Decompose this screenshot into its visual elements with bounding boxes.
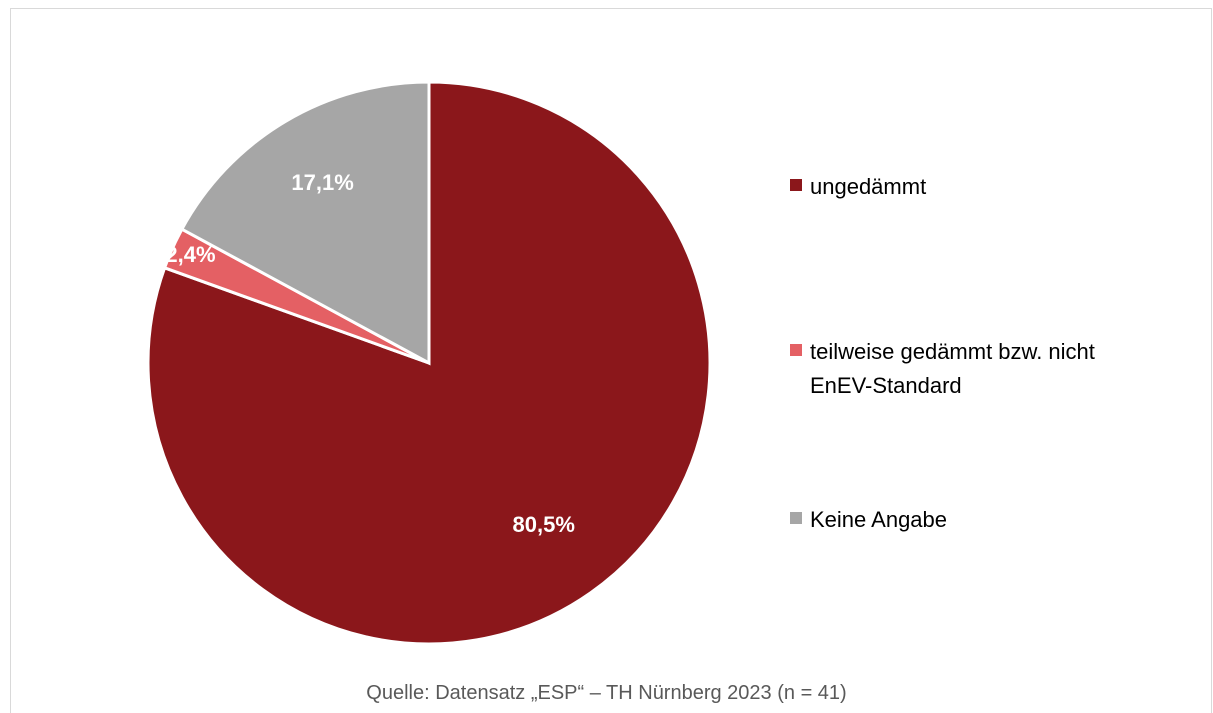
legend-label-line-1: teilweise gedämmt bzw. nicht [810,339,1095,364]
legend-swatch-teilweise-gedaemmt [790,344,802,356]
legend-item-ungedaemmt: ungedämmt [790,170,1210,204]
pie-slice-ungedaemmt [146,80,712,646]
legend-label-line-2: EnEV-Standard [810,373,962,398]
legend-item-teilweise-gedaemmt: teilweise gedämmt bzw. nicht EnEV-Standar… [790,335,1210,403]
chart-source-note: Quelle: Datensatz „ESP“ – TH Nürnberg 20… [366,682,847,704]
data-label-ungedaemmt: 80,5% [513,512,575,537]
legend-swatch-keine-angabe [790,512,802,524]
data-label-keine-angabe: 17,1% [291,170,353,195]
legend-item-keine-angabe: Keine Angabe [790,503,1210,537]
legend-label-keine-angabe: Keine Angabe [810,507,948,532]
legend-label-ungedaemmt: ungedämmt [810,174,927,199]
data-label-teilweise-gedaemmt: 2,4% [165,242,215,267]
legend-label-teilweise-gedaemmt-text: teilweise gedämmt bzw. nicht EnEV-Standar… [810,335,1210,403]
legend-label-teilweise-gedaemmt: teilweise gedämmt bzw. nicht EnEV-Standar… [810,335,1210,403]
legend-swatch-ungedaemmt [790,179,802,191]
pie-slice-keine-angabe [179,80,431,366]
